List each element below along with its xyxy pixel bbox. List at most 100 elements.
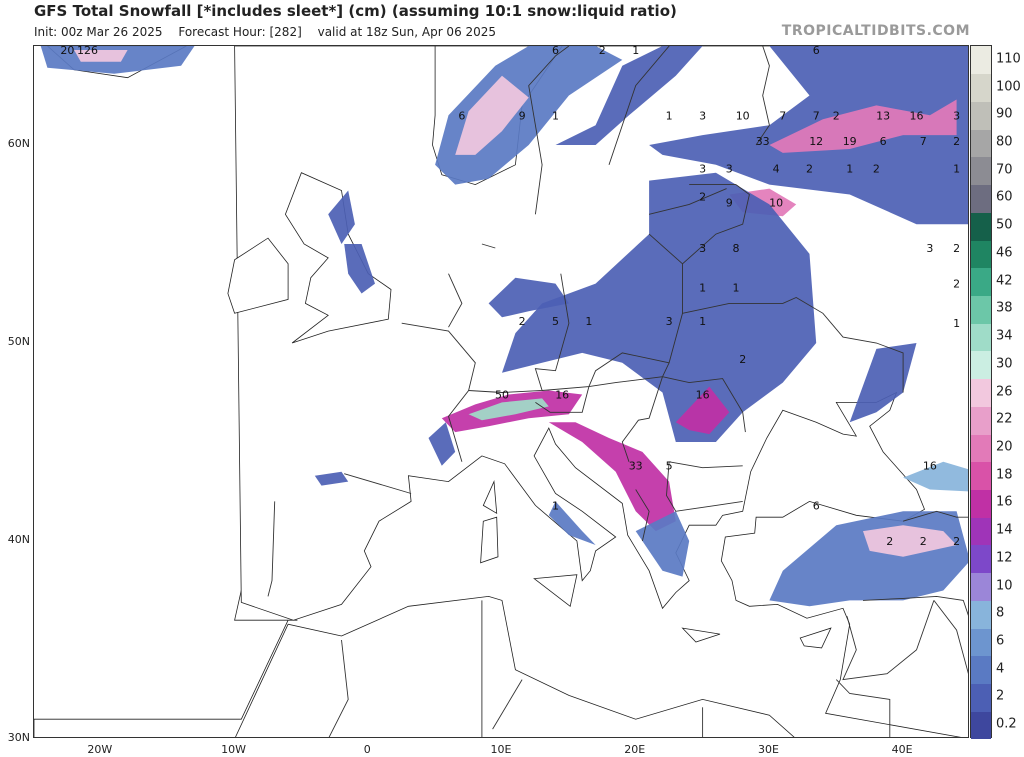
land-outline [234,46,968,737]
colorbar-segment [971,655,991,685]
country-border [755,46,770,146]
snowfall-value-label: 1 [632,46,639,57]
snowfall-region [468,398,549,421]
country-borders [267,46,968,737]
snowfall-region [488,277,569,318]
snowfall-value-label: 33 [756,135,770,148]
colorbar-tick-label: 26 [996,384,1013,399]
colorbar-tick-label: 38 [996,300,1013,316]
country-border [481,243,496,249]
colorbar-segment [971,267,991,296]
snowfall-region [675,386,730,435]
snowfall-value-label: 7 [779,109,786,122]
longitude-label: 30E [757,743,779,756]
snowfall-value-label: 7 [813,109,820,122]
snowfall-region [555,46,703,145]
colorbar-tick-label: 4 [996,661,1005,677]
colorbar-segment [971,600,991,629]
snowfall-value-label: 3 [926,242,933,255]
country-border [621,376,663,462]
country-border [401,322,476,462]
colorbar-tick-label: 80 [996,134,1013,150]
snowfall-value-label: 2 [953,535,960,548]
snowfall-value-label: 2 [873,163,880,176]
snowfall-value-label: 3 [666,315,673,328]
snowfall-value-label: 1 [953,317,960,330]
colorbar-segment [971,101,991,130]
colorbar-tick-label: 46 [996,245,1013,261]
country-border [902,510,968,522]
country-border [468,273,570,393]
snowfall-region [903,461,968,492]
country-border [648,188,727,215]
country-border [842,600,935,681]
snowfall-value-label: 6 [552,46,559,57]
map-panel: 20 126 6 9 1 6 2 1 1 3 10 7 7 2 13 16 3 6 33 12 19 6 7 2 3 3 4 2 1 2 1… [33,45,969,738]
colorbar-segment [971,184,991,213]
snowfall-region [502,172,817,442]
snowfall-layer [40,46,968,607]
colorbar-segment [971,73,991,102]
snowfall-value-label: 13 [876,109,890,122]
colorbar-tick-label: 110 [996,51,1021,67]
colorbar-segment [971,683,991,712]
land-outline [480,516,499,564]
snowfall-region [328,190,355,244]
colorbar-segment [971,544,991,574]
snowfall-value-label: 6 [813,499,820,512]
country-border [835,679,891,737]
colorbar-tick-label: 50 [996,217,1013,233]
colorbar-segment [971,517,991,546]
snowfall-region [435,46,623,185]
snowfall-value-label: 7 [920,135,927,148]
country-border [535,386,590,413]
colorbar-segment [971,406,991,435]
snowfall-value-label: 2 [599,46,606,57]
snowfall-value-label: 126 [77,46,98,57]
colorbar-segment [971,711,991,740]
colorbar-segment [971,434,991,463]
snowfall-value-label: 3 [699,109,706,122]
country-border [933,600,968,674]
colorbar-segment [971,156,991,186]
snowfall-region [863,525,957,557]
snowfall-value-label: 5 [666,460,673,473]
snowfall-value-label: 16 [910,109,924,122]
snowfall-value-label: 2 [953,242,960,255]
snowfall-value-label: 12 [809,135,823,148]
snowfall-value-label: 1 [552,499,559,512]
snowfall-value-label: 20 [60,46,74,57]
colorbar-tick-label: 34 [996,328,1013,344]
colorbar-segment [971,240,991,269]
country-border [669,461,743,469]
colorbar-segment [971,129,991,158]
map-title: GFS Total Snowfall [*includes sleet*] (c… [34,2,677,20]
country-border [662,376,746,433]
snowfall-value-label: 6 [880,135,887,148]
colorbar-segment [971,46,991,75]
longitude-label: 10W [221,743,246,756]
snowfall-value-label: 6 [813,46,820,57]
colorbar-tick-label: 10 [996,578,1013,594]
country-border [635,489,650,542]
snowfall-value-label: 16 [923,460,937,473]
latitude-label: 30N [7,731,30,744]
colorbar-tick-label: 60 [996,189,1013,205]
snowfall-value-label: 1 [585,315,592,328]
subtitle: Init: 00z Mar 26 2025 Forecast Hour: [28… [34,25,508,39]
snowfall-value-label: 2 [699,190,706,203]
snowfall-value-label: 2 [519,315,526,328]
snowfall-region [455,75,529,155]
colorbar-tick-label: 22 [996,411,1013,427]
colorbar-tick-label: 18 [996,467,1013,483]
colorbar-segment [971,378,991,407]
forecast-hour: Forecast Hour: [282] [178,25,302,39]
latitude-label: 60N [7,137,30,150]
valid-time: valid at 18z Sun, Apr 06 2025 [317,25,497,39]
latitude-label: 40N [7,533,30,546]
country-border [682,184,750,265]
colorbar-tick-label: 12 [996,550,1013,566]
land-outline [227,237,289,314]
snowfall-value-label: 10 [769,196,783,209]
